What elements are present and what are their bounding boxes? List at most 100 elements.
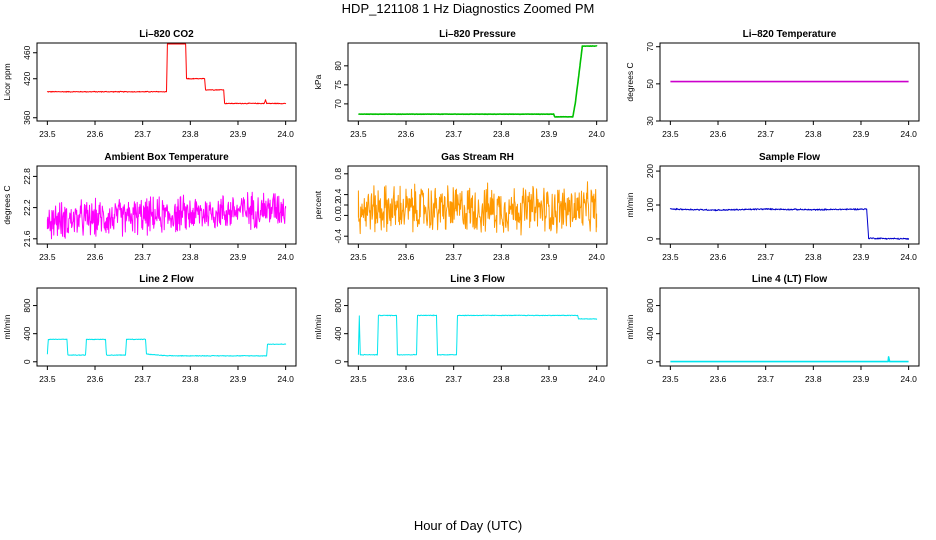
y-tick-label: 0 (22, 359, 32, 364)
series-line-li-820-co2 (46, 43, 287, 105)
plot-frame (659, 165, 920, 245)
x-tick-label: 23.6 (87, 374, 104, 384)
x-tick-label: 23.5 (39, 374, 56, 384)
x-tick-label: 23.5 (662, 252, 679, 262)
y-tick-label: 360 (22, 110, 32, 124)
x-tick-label: 24.0 (588, 374, 605, 384)
panel-ambient-box-temperature: Ambient Box Temperature 23.5 23.6 23.7 23.8 2… (2, 152, 297, 262)
x-tick-label: 23.5 (39, 129, 56, 139)
panel-title: Li–820 Temperature (743, 29, 837, 40)
y-tick-label: 0 (645, 236, 655, 241)
x-tick-label: 24.0 (900, 374, 917, 384)
x-tick-label: 23.9 (541, 129, 558, 139)
panel-title: Ambient Box Temperature (104, 152, 229, 163)
panel-title: Gas Stream RH (441, 152, 514, 163)
y-axis-label: percent (313, 190, 323, 219)
y-tick-label: 200 (645, 164, 655, 178)
y-tick-label: 22.2 (22, 199, 32, 216)
y-axis-label: degrees C (2, 185, 12, 224)
x-tick-label: 23.8 (805, 129, 822, 139)
x-tick-label: 23.8 (493, 129, 510, 139)
series-line-ambient-box-temperature (46, 191, 287, 240)
y-tick-label: 400 (22, 326, 32, 340)
y-axis-label: ml/min (2, 314, 12, 339)
y-tick-label: 21.6 (22, 230, 32, 247)
series-line-sample-flow (669, 207, 910, 240)
x-tick-label: 23.9 (230, 252, 247, 262)
x-tick-label: 23.9 (230, 129, 247, 139)
x-tick-label: 23.8 (182, 129, 199, 139)
x-tick-label: 24.0 (900, 252, 917, 262)
x-tick-label: 23.7 (757, 374, 774, 384)
panel-title: Li–820 CO2 (139, 29, 194, 40)
x-tick-label: 23.9 (853, 252, 870, 262)
plot-frame (347, 42, 608, 122)
x-tick-label: 23.7 (445, 252, 462, 262)
x-tick-label: 23.6 (710, 129, 727, 139)
panel-title: Line 3 Flow (450, 274, 505, 285)
panel-li-820-co2: Li–820 CO2 23.5 23.6 23.7 23.8 23.9 24.0 360 420… (2, 29, 297, 139)
series-line-line-2-flow (46, 338, 287, 357)
x-tick-label: 24.0 (277, 252, 294, 262)
panel-title: Li–820 Pressure (439, 29, 516, 40)
x-tick-label: 23.5 (350, 374, 367, 384)
series-line-line-4-lt-flow (670, 356, 909, 363)
panel-li-820-pressure: Li–820 Pressure 23.5 23.6 23.7 23.8 23.9 24.0 7… (313, 29, 608, 139)
y-tick-label: 400 (645, 326, 655, 340)
x-tick-label: 23.9 (541, 374, 558, 384)
panel-title: Line 2 Flow (139, 274, 194, 285)
y-tick-label: 70 (645, 42, 655, 52)
y-tick-label: 0.2 (333, 199, 343, 211)
panel-li-820-temperature: Li–820 Temperature 23.5 23.6 23.7 23.8 23.9 24… (625, 29, 920, 139)
panel-title: Line 4 (LT) Flow (752, 274, 828, 285)
x-tick-label: 23.7 (757, 129, 774, 139)
y-tick-label: 420 (22, 71, 32, 85)
y-tick-label: 22.8 (22, 168, 32, 185)
x-tick-label: 23.7 (445, 374, 462, 384)
x-tick-label: 23.5 (39, 252, 56, 262)
x-tick-label: 23.8 (182, 374, 199, 384)
y-tick-label: 75 (333, 80, 343, 90)
y-tick-label: 0.4 (333, 188, 343, 200)
x-tick-label: 23.5 (662, 374, 679, 384)
x-tick-label: 23.7 (445, 129, 462, 139)
x-tick-label: 23.6 (87, 252, 104, 262)
x-tick-label: 23.9 (230, 374, 247, 384)
x-tick-label: 23.8 (493, 252, 510, 262)
y-axis-label: ml/min (625, 314, 635, 339)
panel-gas-stream-rh: Gas Stream RH 23.5 23.6 23.7 23.8 23.9 24.0 -0.… (313, 152, 608, 262)
plot-frame (659, 42, 920, 122)
series-line-gas-stream-rh (357, 181, 598, 236)
x-tick-label: 23.7 (757, 252, 774, 262)
x-tick-label: 23.7 (134, 129, 151, 139)
x-tick-label: 24.0 (588, 252, 605, 262)
x-tick-label: 23.6 (710, 374, 727, 384)
x-tick-label: 23.8 (493, 374, 510, 384)
y-tick-label: 800 (333, 298, 343, 312)
y-axis-label: ml/min (313, 314, 323, 339)
y-axis-label: kPa (313, 74, 323, 89)
x-tick-label: 24.0 (277, 129, 294, 139)
y-axis-label: ml/min (625, 192, 635, 217)
x-tick-label: 23.9 (853, 129, 870, 139)
x-tick-label: 23.6 (398, 374, 415, 384)
series-line-li-820-pressure (358, 45, 598, 118)
x-tick-label: 23.6 (398, 129, 415, 139)
y-tick-label: 100 (645, 198, 655, 212)
y-tick-label: 50 (645, 79, 655, 89)
x-tick-label: 23.6 (398, 252, 415, 262)
y-tick-label: 70 (333, 99, 343, 109)
plot-frame (659, 287, 920, 367)
y-tick-label: 80 (333, 61, 343, 71)
x-tick-label: 24.0 (277, 374, 294, 384)
x-tick-label: 23.8 (805, 252, 822, 262)
y-tick-label: 800 (645, 298, 655, 312)
y-tick-label: 0.8 (333, 168, 343, 180)
panel-title: Sample Flow (759, 152, 820, 163)
y-axis-label: Licor ppm (2, 63, 12, 100)
y-tick-label: -0.4 (333, 229, 343, 244)
y-tick-label: 30 (645, 116, 655, 126)
plot-frame (36, 287, 297, 367)
y-tick-label: 0.0 (333, 209, 343, 221)
